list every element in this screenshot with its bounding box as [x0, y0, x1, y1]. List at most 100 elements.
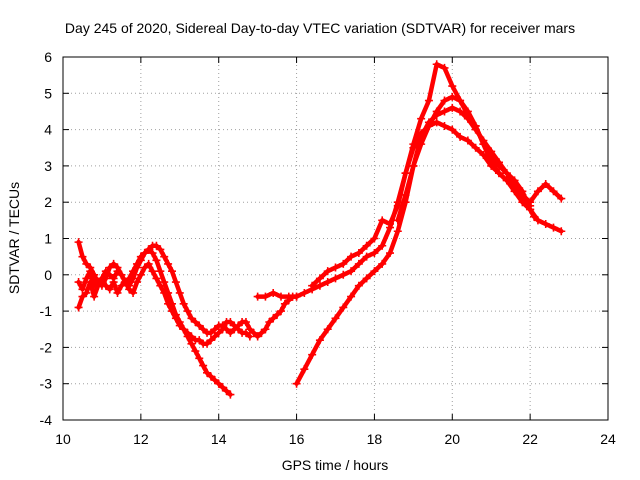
y-tick-label: 0 — [44, 267, 52, 283]
data-point — [74, 238, 83, 247]
x-tick-label: 10 — [55, 431, 71, 447]
data-point — [277, 307, 285, 316]
data-point — [292, 379, 301, 388]
data-point — [300, 365, 309, 374]
data-point — [156, 281, 165, 290]
data-point — [234, 321, 243, 330]
data-point — [417, 140, 426, 149]
data-point — [148, 267, 157, 276]
data-point — [105, 285, 114, 294]
data-point — [557, 227, 566, 236]
data-point — [78, 285, 87, 294]
data-point — [90, 270, 99, 279]
data-point — [74, 303, 83, 312]
data-point — [323, 278, 332, 287]
x-tick-label: 14 — [211, 431, 227, 447]
data-point — [90, 281, 99, 290]
y-tick-label: 4 — [44, 122, 52, 138]
data-point — [362, 241, 371, 250]
data-point — [331, 274, 340, 283]
series-arc-3 — [74, 238, 235, 399]
data-point — [199, 325, 208, 334]
y-axis-label: SDTVAR / TECUs — [6, 182, 22, 294]
data-point — [315, 336, 324, 345]
data-point — [393, 227, 402, 236]
data-point — [117, 270, 126, 279]
data-point — [241, 317, 250, 326]
data-point — [393, 216, 402, 225]
series-layer — [74, 60, 566, 399]
data-point — [424, 121, 433, 130]
data-point — [179, 299, 188, 308]
data-point — [148, 249, 157, 258]
data-point — [370, 267, 379, 276]
x-tick-label: 16 — [289, 431, 305, 447]
data-point — [245, 325, 254, 334]
data-point — [140, 263, 149, 272]
data-point — [440, 121, 449, 130]
series-trace — [76, 239, 233, 397]
x-axis: 10 12 14 16 18 20 22 24 — [55, 57, 616, 447]
data-point — [261, 325, 270, 334]
data-point — [195, 354, 204, 363]
data-point — [129, 288, 138, 297]
data-point — [471, 121, 480, 130]
data-point — [432, 60, 441, 69]
data-point — [226, 317, 235, 326]
data-point — [315, 274, 324, 283]
y-tick-label: 5 — [44, 85, 52, 101]
series-trace — [395, 94, 564, 223]
data-point — [440, 107, 449, 116]
data-point — [125, 281, 134, 290]
data-point — [331, 314, 340, 323]
data-point — [440, 63, 449, 72]
x-tick-label: 24 — [600, 431, 616, 447]
data-point — [78, 292, 87, 301]
y-tick-label: -1 — [40, 303, 53, 319]
data-point — [175, 317, 184, 326]
data-point — [440, 96, 449, 105]
data-point — [82, 288, 91, 297]
data-point — [113, 263, 122, 272]
data-point — [164, 288, 173, 297]
data-point — [269, 314, 278, 323]
data-point — [74, 278, 83, 287]
data-point — [533, 216, 542, 225]
data-point — [171, 310, 180, 319]
series-arc-7 — [393, 92, 566, 225]
data-point — [448, 92, 457, 101]
data-point — [164, 259, 173, 268]
data-point — [210, 332, 219, 341]
data-point — [510, 183, 519, 192]
data-point — [495, 169, 503, 178]
data-point — [140, 249, 149, 258]
data-point — [339, 303, 348, 312]
chart-title: Day 245 of 2020, Sidereal Day-to-day VTE… — [65, 20, 575, 36]
data-point — [401, 169, 410, 178]
y-axis: -4 -3 -2 -1 0 1 2 3 4 5 6 — [40, 49, 608, 428]
data-point — [187, 314, 196, 323]
data-point — [378, 216, 387, 225]
data-point — [510, 176, 519, 185]
data-point — [354, 259, 363, 268]
data-point — [456, 96, 465, 105]
y-tick-label: 1 — [44, 231, 52, 247]
data-point — [129, 274, 138, 283]
data-point — [183, 307, 192, 316]
data-point — [308, 281, 317, 290]
data-point — [292, 292, 301, 301]
data-point — [144, 245, 153, 254]
data-point — [175, 288, 184, 297]
series-trace — [309, 62, 564, 288]
data-point — [105, 263, 114, 272]
data-point — [347, 292, 356, 301]
data-point — [199, 361, 208, 370]
data-point — [280, 299, 289, 308]
data-point — [230, 325, 239, 334]
data-point — [210, 376, 219, 385]
x-axis-label: GPS time / hours — [282, 457, 389, 473]
data-point — [354, 249, 363, 258]
series-arc-1 — [74, 259, 254, 348]
data-point — [277, 292, 285, 301]
